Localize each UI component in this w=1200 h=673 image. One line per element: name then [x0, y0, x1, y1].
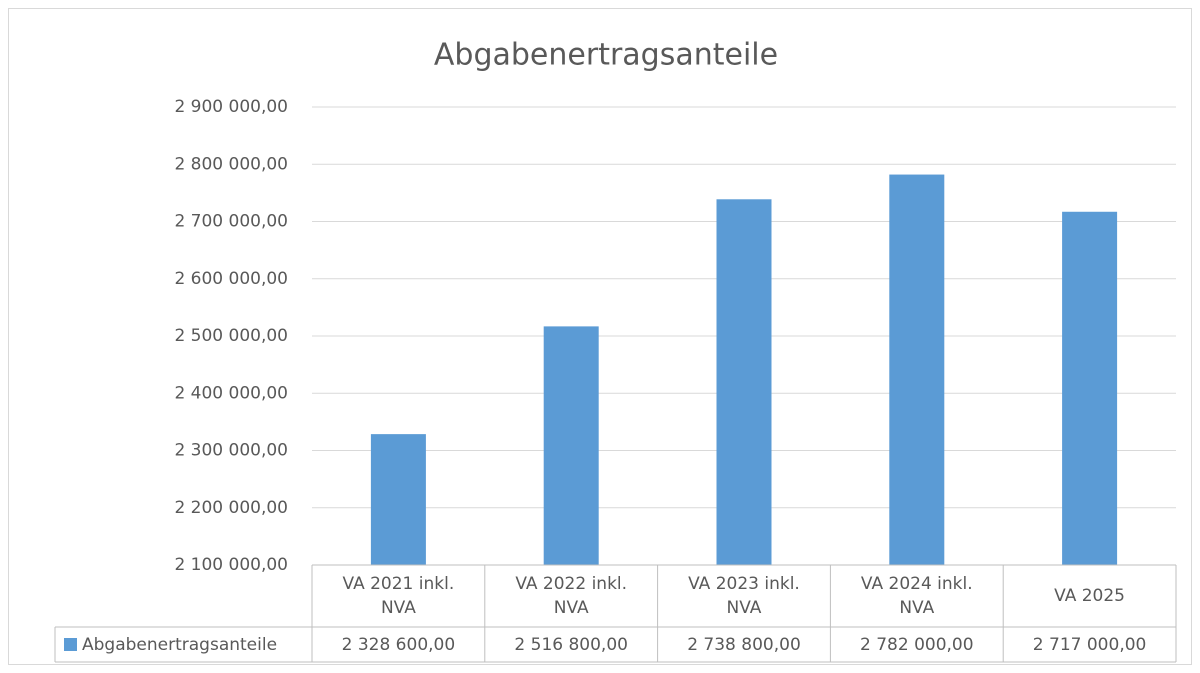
x-tick-label: VA 2023 inkl. NVA — [688, 574, 800, 618]
y-tick-label: 2 800 000,00 — [174, 154, 288, 174]
legend-swatch — [64, 638, 77, 651]
bar — [716, 199, 772, 566]
x-tick-label: VA 2021 inkl. NVA — [342, 574, 455, 618]
x-tick-label: VA 2022 inkl. NVA — [515, 574, 628, 618]
y-tick-label: 2 700 000,00 — [174, 212, 288, 232]
bar — [543, 326, 599, 565]
data-table-value: 2 782 000,00 — [860, 634, 974, 655]
x-tick-label: VA 2024 inkl. NVA — [860, 574, 973, 618]
y-tick-label: 2 300 000,00 — [174, 441, 288, 461]
y-tick-label: 2 200 000,00 — [174, 498, 288, 518]
y-tick-label: 2 500 000,00 — [174, 326, 288, 346]
data-table-value: 2 328 600,00 — [341, 634, 456, 655]
data-table-value: 2 516 800,00 — [514, 634, 628, 655]
bar — [370, 434, 426, 565]
bar — [1062, 211, 1118, 565]
data-table-value: 2 738 800,00 — [687, 634, 801, 655]
y-tick-label: 2 400 000,00 — [174, 383, 288, 403]
data-table-value: 2 717 000,00 — [1032, 634, 1147, 655]
y-tick-label: 2 100 000,00 — [174, 555, 288, 575]
x-tick-label: VA 2025 — [1054, 586, 1125, 606]
bar — [889, 174, 945, 565]
legend-label: Abgabenertragsanteile — [82, 635, 277, 655]
y-tick-label: 2 600 000,00 — [174, 269, 288, 289]
y-tick-label: 2 900 000,00 — [174, 97, 288, 117]
chart-title: Abgabenertragsanteile — [434, 38, 778, 73]
